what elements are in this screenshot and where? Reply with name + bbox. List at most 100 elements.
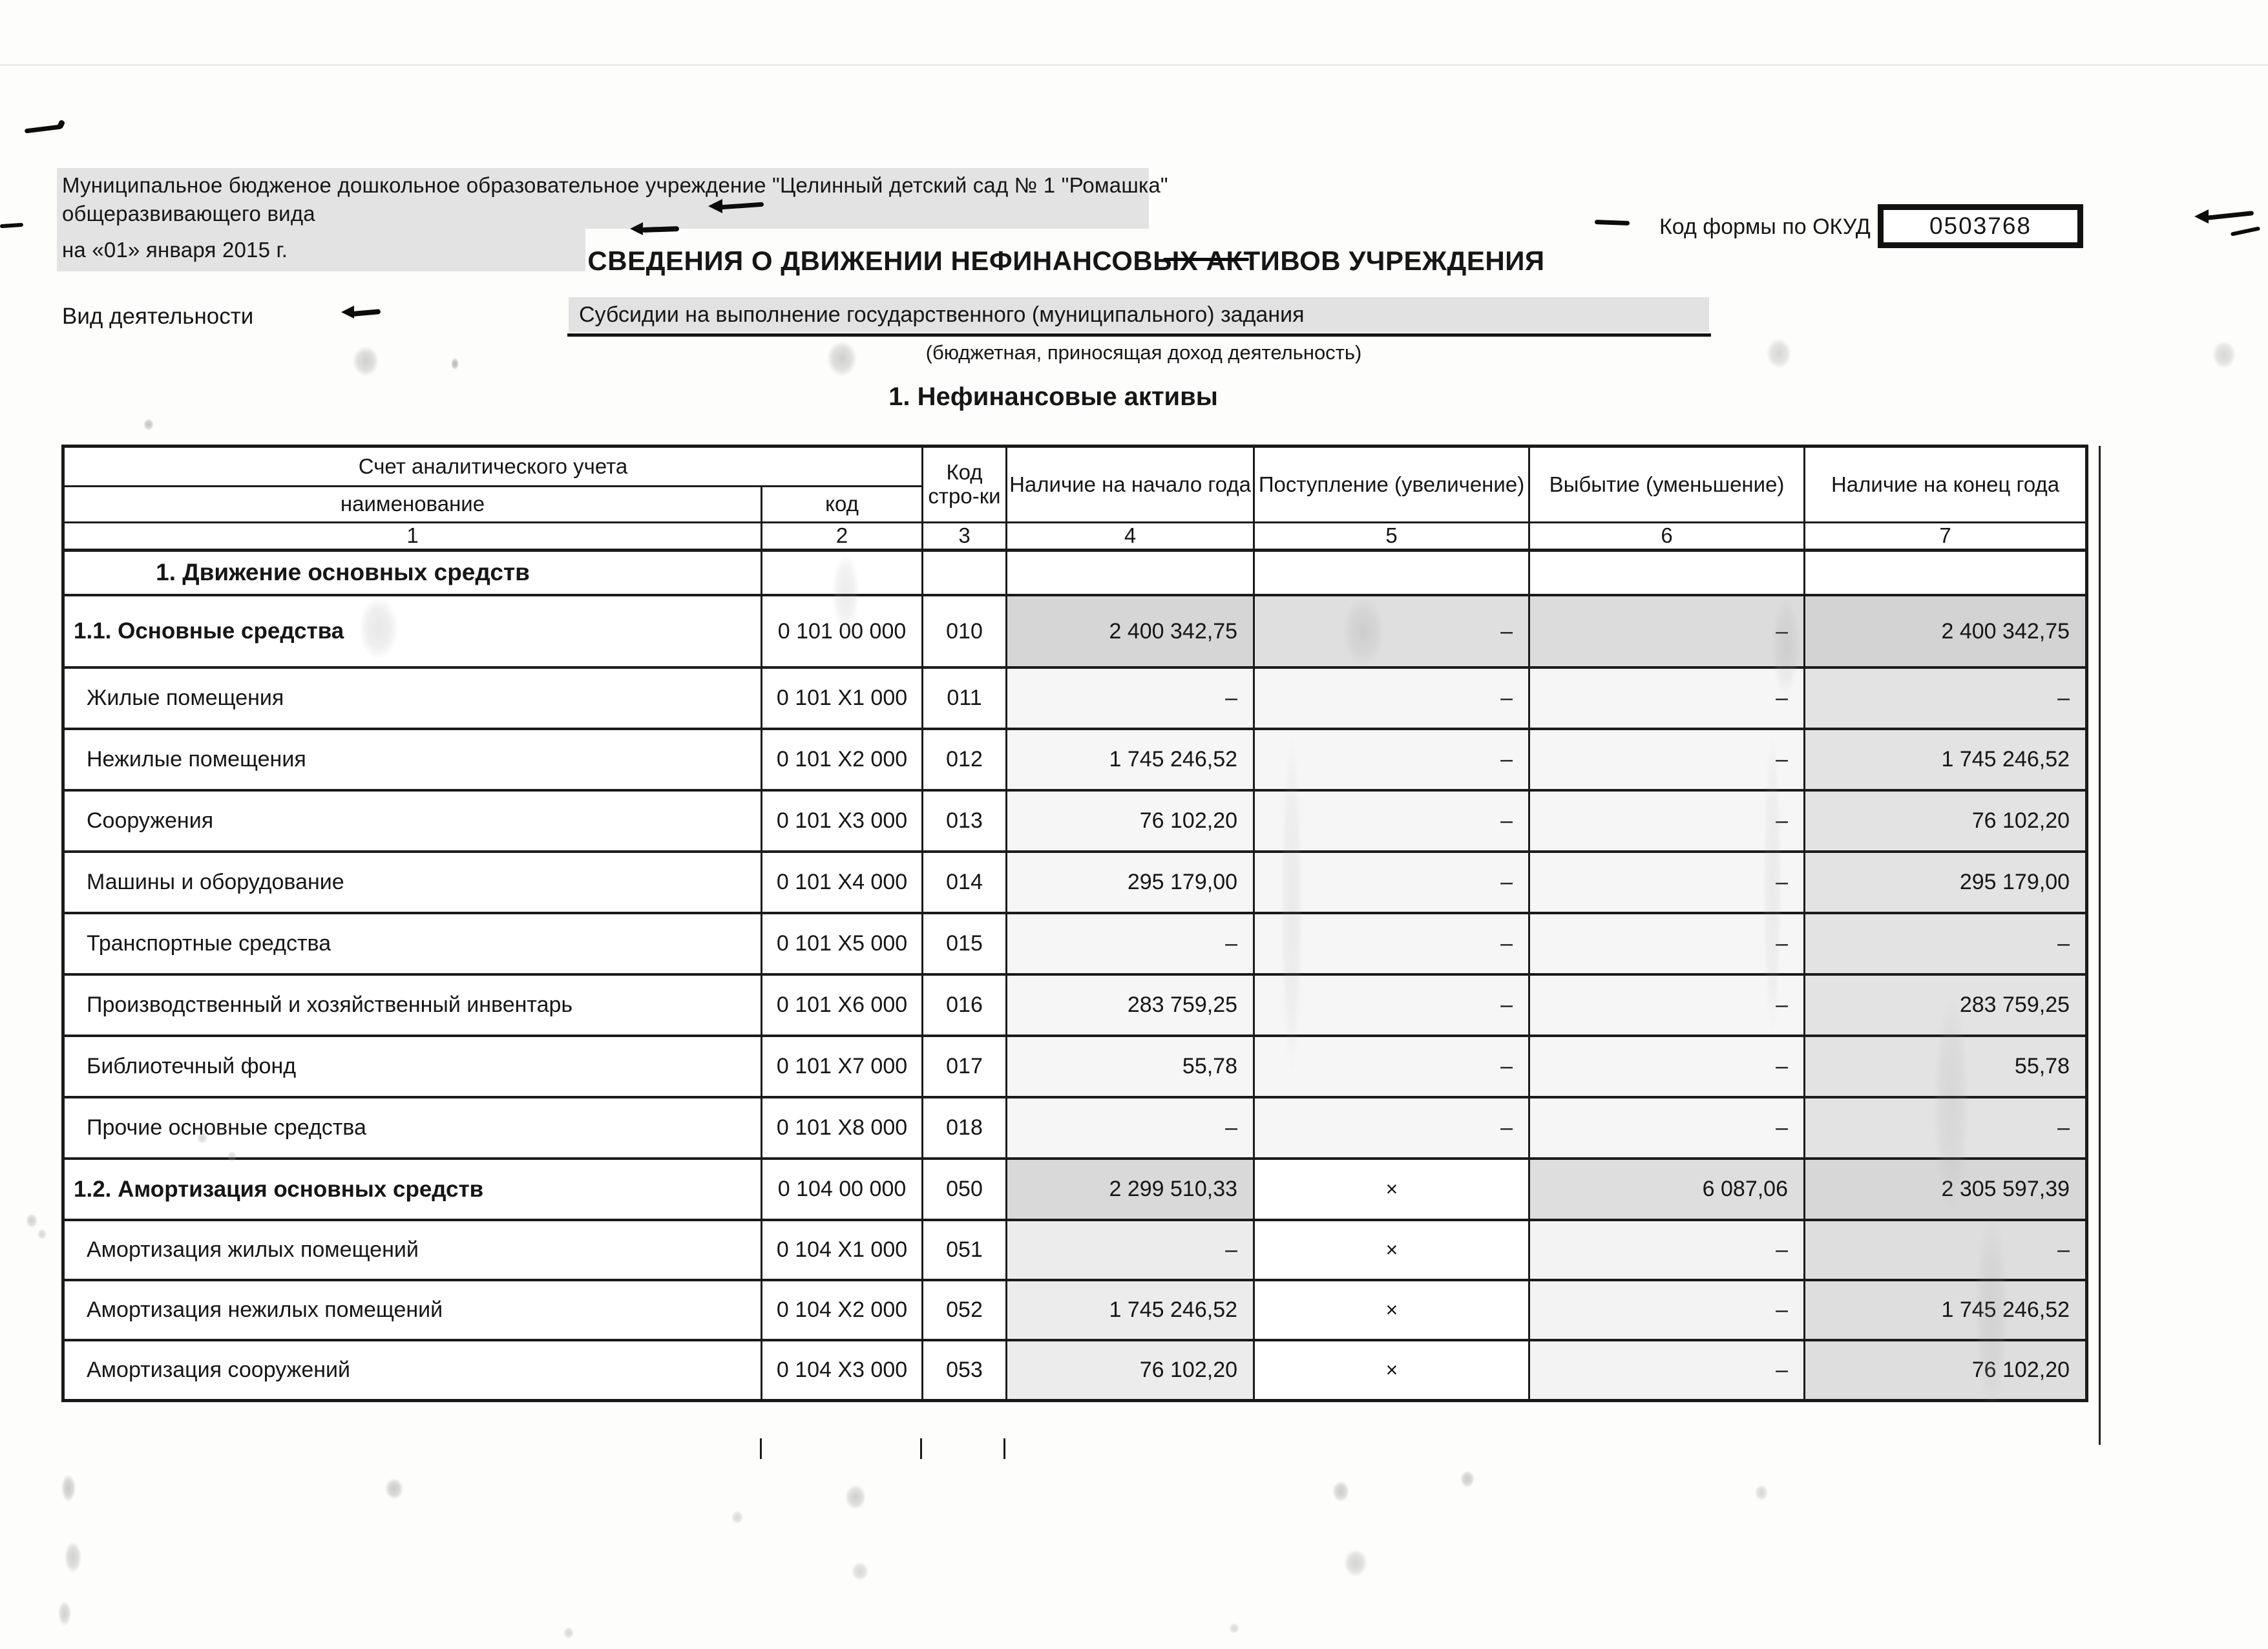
cell-end-balance: – bbox=[1803, 912, 2088, 976]
column-number: 2 bbox=[760, 521, 924, 552]
header-code: код bbox=[760, 485, 924, 523]
scan-artifact bbox=[2205, 211, 2254, 220]
scan-artifact bbox=[58, 1601, 71, 1626]
cell-begin-balance: 55,78 bbox=[1005, 1035, 1255, 1099]
scan-artifact bbox=[852, 1562, 868, 1581]
cell-name: 1.2. Амортизация основных средств bbox=[62, 1157, 762, 1222]
cell-begin-balance: – bbox=[1005, 666, 1255, 731]
scan-artifact bbox=[56, 119, 66, 130]
header-begin-balance: Наличие на начало года bbox=[1005, 445, 1255, 523]
cell-begin-balance: 76 102,20 bbox=[1005, 789, 1255, 854]
cell-line-code: 050 bbox=[921, 1157, 1008, 1222]
cell-increase: × bbox=[1253, 1157, 1531, 1222]
org-highlight-band bbox=[57, 168, 1149, 229]
cell-account-code bbox=[760, 549, 924, 597]
scan-artifact bbox=[26, 1213, 37, 1228]
cell-decrease bbox=[1528, 549, 1806, 597]
scan-artifact bbox=[385, 1478, 403, 1499]
activity-underline bbox=[567, 333, 1711, 337]
org-name-line2: общеразвивающего вида bbox=[62, 202, 315, 226]
column-number: 4 bbox=[1005, 521, 1255, 552]
scan-artifact bbox=[2212, 341, 2236, 368]
cell-decrease: – bbox=[1528, 594, 1806, 669]
cell-increase: – bbox=[1253, 1096, 1531, 1161]
org-name-line1: Муниципальное бюдженое дошкольное образо… bbox=[62, 173, 1168, 197]
scan-artifact bbox=[1755, 1485, 1768, 1500]
assets-table: Счет аналитического учета Код стро-ки На… bbox=[61, 445, 2089, 1402]
scan-artifact bbox=[1594, 220, 1630, 226]
cell-increase: × bbox=[1253, 1219, 1531, 1282]
okud-code-box: 0503768 bbox=[1878, 204, 2083, 248]
table-row: Транспортные средства 0 101 Х5 000 015– – – – bbox=[62, 912, 2088, 976]
cell-decrease: – bbox=[1528, 1096, 1806, 1161]
cell-line-code: 051 bbox=[921, 1219, 1008, 1282]
cell-account-code: 0 104 Х2 000 bbox=[760, 1279, 924, 1342]
column-number: 7 bbox=[1803, 521, 2088, 552]
scan-artifact bbox=[2194, 209, 2209, 224]
table-body: 1. Движение основных средств 1.1. Основны… bbox=[62, 549, 2088, 1402]
cell-decrease: – bbox=[1528, 789, 1806, 854]
cell-end-balance: 1 745 246,52 bbox=[1803, 728, 2088, 792]
cell-end-balance: 2 305 597,39 bbox=[1803, 1157, 2088, 1222]
cell-line-code: 053 bbox=[921, 1339, 1008, 1402]
scan-artifact bbox=[341, 306, 354, 319]
cell-begin-balance: 2 400 342,75 bbox=[1005, 594, 1255, 669]
cell-name: Машины и оборудование bbox=[62, 850, 762, 915]
cell-line-code: 015 bbox=[921, 912, 1008, 976]
cell-begin-balance: 2 299 510,33 bbox=[1005, 1157, 1255, 1222]
cell-increase: – bbox=[1253, 666, 1531, 731]
cell-line-code bbox=[921, 549, 1008, 597]
scan-artifact bbox=[0, 222, 24, 229]
cell-name: Амортизация жилых помещений bbox=[62, 1219, 762, 1282]
cell-account-code: 0 104 00 000 bbox=[760, 1157, 924, 1222]
table-row: Производственный и хозяйственный инвента… bbox=[62, 973, 2088, 1038]
cell-account-code: 0 101 Х5 000 bbox=[760, 912, 924, 976]
table-row: Амортизация сооружений 0 104 Х3 000 053 76 … bbox=[62, 1339, 2088, 1402]
cell-account-code: 0 101 Х8 000 bbox=[760, 1096, 924, 1161]
okud-code-value: 0503768 bbox=[1929, 213, 2032, 239]
table-row: Библиотечный фонд 0 101 Х7 000 017 55,78– –5… bbox=[62, 1035, 2088, 1099]
scan-artifact bbox=[760, 1438, 762, 1459]
cell-begin-balance bbox=[1005, 549, 1255, 597]
cell-account-code: 0 104 Х3 000 bbox=[760, 1339, 924, 1402]
cell-account-code: 0 104 Х1 000 bbox=[760, 1219, 924, 1282]
header-decrease: Выбытие (уменьшение) bbox=[1528, 445, 1806, 523]
cell-end-balance: 283 759,25 bbox=[1803, 973, 2088, 1038]
column-number: 1 bbox=[62, 521, 762, 552]
header-name: наименование bbox=[62, 485, 762, 523]
cell-end-balance: – bbox=[1803, 1096, 2088, 1161]
cell-decrease: – bbox=[1528, 1279, 1806, 1342]
cell-line-code: 011 bbox=[921, 666, 1008, 731]
column-number: 5 bbox=[1253, 521, 1531, 552]
cell-increase: – bbox=[1253, 789, 1531, 854]
cell-decrease: – bbox=[1528, 973, 1806, 1038]
cell-end-balance: 2 400 342,75 bbox=[1803, 594, 2088, 669]
cell-increase: – bbox=[1253, 728, 1531, 792]
cell-line-code: 018 bbox=[921, 1096, 1008, 1161]
cell-increase: – bbox=[1253, 1035, 1531, 1099]
table-row: Нежилые помещения 0 101 Х2 000 012 1 745 24… bbox=[62, 728, 2088, 792]
cell-end-balance: 295 179,00 bbox=[1803, 850, 2088, 915]
cell-name: Производственный и хозяйственный инвента… bbox=[62, 973, 762, 1038]
scan-artifact bbox=[1767, 339, 1791, 368]
column-numbers-row: 1 2 3 4 5 6 7 bbox=[62, 521, 2088, 552]
scan-artifact bbox=[353, 346, 379, 376]
report-date: на «01» января 2015 г. bbox=[62, 238, 288, 262]
cell-name: Библиотечный фонд bbox=[62, 1035, 762, 1099]
cell-begin-balance: 1 745 246,52 bbox=[1005, 728, 1255, 792]
cell-increase: – bbox=[1253, 850, 1531, 915]
cell-begin-balance: 283 759,25 bbox=[1005, 973, 1255, 1038]
table-row: 1.1. Основные средства 0 101 00 000 010 2 4… bbox=[62, 594, 2088, 669]
scan-artifact bbox=[451, 358, 459, 370]
cell-account-code: 0 101 Х4 000 bbox=[760, 850, 924, 915]
cell-end-balance: 55,78 bbox=[1803, 1035, 2088, 1099]
section-title: 1. Нефинансовые активы bbox=[888, 383, 1218, 411]
table-row: Амортизация нежилых помещений 0 104 Х2 00… bbox=[62, 1279, 2088, 1342]
cell-name: 1. Движение основных средств bbox=[62, 549, 762, 597]
cell-decrease: 6 087,06 bbox=[1528, 1157, 1806, 1222]
cell-account-code: 0 101 Х1 000 bbox=[760, 666, 924, 731]
cell-begin-balance: 295 179,00 bbox=[1005, 850, 1255, 915]
cell-name: Нежилые помещения bbox=[62, 728, 762, 792]
scan-artifact bbox=[920, 1438, 922, 1459]
